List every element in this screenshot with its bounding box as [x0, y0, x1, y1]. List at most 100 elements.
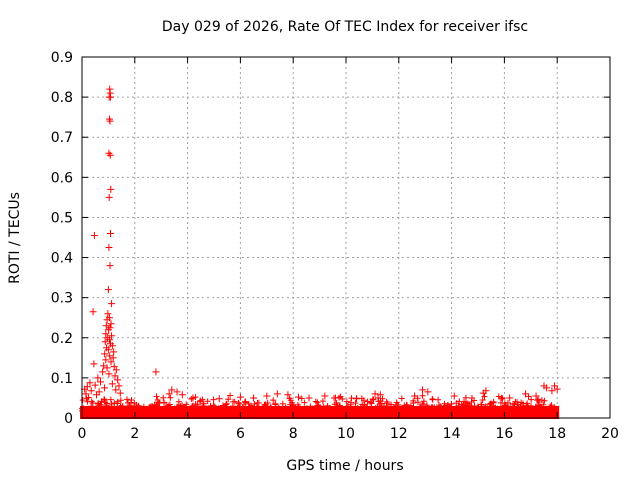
noise-point [142, 409, 149, 416]
data-point [99, 368, 107, 376]
data-point [522, 390, 530, 398]
y-tick-label: 0.7 [51, 130, 73, 146]
noise-point [183, 407, 190, 414]
noise-point [312, 409, 319, 416]
noise-point [490, 398, 497, 405]
noise-point [118, 409, 125, 416]
data-point [100, 384, 108, 392]
data-point [376, 391, 384, 399]
data-point [371, 390, 379, 398]
noise-point [405, 410, 412, 417]
noise-point [326, 408, 333, 415]
noise-point [295, 403, 302, 410]
noise-point [200, 402, 207, 409]
noise-point [381, 403, 388, 410]
x-tick-label: 18 [548, 426, 566, 442]
data-point [104, 286, 112, 294]
x-tick-label: 4 [183, 426, 192, 442]
noise-point [163, 403, 170, 410]
data-point [105, 370, 113, 378]
noise-point [471, 402, 478, 409]
noise-point [195, 407, 202, 414]
data-point [112, 366, 120, 374]
noise-point [391, 405, 398, 412]
data-points [81, 85, 561, 403]
data-point [424, 388, 432, 396]
noise-point [364, 409, 371, 416]
noise-point [243, 409, 250, 416]
noise-point [83, 395, 90, 402]
noise-point [253, 406, 260, 413]
noise-point [175, 398, 182, 405]
noise-point [275, 404, 282, 411]
noise-point [548, 402, 555, 409]
noise-point [462, 394, 469, 401]
noise-point [235, 403, 242, 410]
y-tick-label: 0.3 [51, 291, 73, 307]
data-point [107, 358, 115, 366]
noise-point [254, 399, 261, 406]
noise-point [161, 399, 168, 406]
noise-point [84, 398, 91, 405]
noise-point [511, 401, 518, 408]
noise-point [343, 398, 350, 405]
noise-point [344, 408, 351, 415]
noise-point [131, 400, 138, 407]
noise-point [125, 404, 132, 411]
noise-point [369, 395, 376, 402]
data-point [263, 392, 271, 400]
noise-point [246, 403, 253, 410]
data-point [178, 391, 186, 399]
noise-point [500, 409, 507, 416]
noise-point [403, 405, 410, 412]
x-tick-label: 2 [130, 426, 139, 442]
data-point [105, 336, 113, 344]
noise-point [466, 410, 473, 417]
noise-point [376, 401, 383, 408]
noise-point [424, 405, 431, 412]
noise-point [528, 396, 535, 403]
noise-point [289, 403, 296, 410]
data-point [116, 389, 124, 397]
data-point [106, 151, 114, 159]
noise-point [108, 403, 115, 410]
noise-point [319, 398, 326, 405]
noise-point [407, 402, 414, 409]
noise-point [360, 397, 367, 404]
x-tick-label: 16 [495, 426, 513, 442]
noise-point [312, 398, 319, 405]
noise-point [521, 410, 528, 417]
data-point [86, 379, 94, 387]
noise-point [504, 399, 511, 406]
data-point [543, 384, 551, 392]
noise-point [277, 410, 284, 417]
noise-point [290, 402, 297, 409]
noise-point [544, 409, 551, 416]
y-tick-label: 0 [64, 411, 73, 427]
x-tick-label: 6 [236, 426, 245, 442]
data-point [331, 394, 339, 402]
noise-point [264, 400, 271, 407]
noise-point [199, 408, 206, 415]
noise-point [211, 410, 218, 417]
y-tick-label: 0.2 [51, 331, 73, 347]
noise-point [117, 402, 124, 409]
noise-point [321, 409, 328, 416]
data-point [152, 368, 160, 376]
data-point [90, 360, 98, 368]
data-point [553, 385, 561, 393]
noise-point [383, 398, 390, 405]
data-point [105, 244, 113, 252]
data-point [106, 117, 114, 125]
noise-point [492, 404, 499, 411]
noise-point [204, 398, 211, 405]
data-point [250, 394, 258, 402]
data-point [102, 330, 110, 338]
noise-point [223, 400, 230, 407]
noise-point [468, 395, 475, 402]
noise-point [420, 400, 427, 407]
noise-point [160, 394, 167, 401]
noise-point [183, 401, 190, 408]
noise-point [309, 405, 316, 412]
data-point [419, 386, 427, 394]
